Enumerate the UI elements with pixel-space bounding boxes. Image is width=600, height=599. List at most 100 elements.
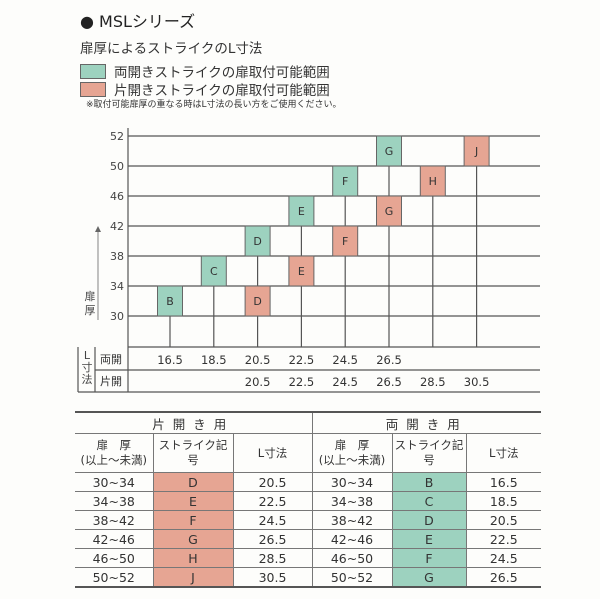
- l-value-double: 16.5: [157, 353, 183, 367]
- l-value-double: 22.5: [289, 353, 315, 367]
- l-value-single: 30.5: [464, 375, 490, 389]
- cell-l: 16.5: [465, 472, 541, 492]
- cell-range: 46~50: [311, 548, 393, 568]
- strike-box-double: [200, 255, 227, 287]
- l-value-double: 18.5: [201, 353, 227, 367]
- cell-l: 22.5: [465, 529, 541, 549]
- y-tick-label: 50: [110, 160, 124, 173]
- l-value-single: 22.5: [289, 375, 315, 389]
- l-value-single: 24.5: [332, 375, 358, 389]
- cell-range: 30~34: [75, 472, 154, 492]
- l-value-single: 28.5: [420, 375, 446, 389]
- cell-range: 34~38: [311, 491, 393, 511]
- legend-label-double: 両開きストライクの扉取付可能範囲: [114, 65, 330, 81]
- strike-box-double: [157, 285, 183, 317]
- cell-code: E: [152, 491, 234, 511]
- cell-l: 26.5: [232, 529, 313, 549]
- cell-l: 18.5: [465, 491, 541, 511]
- col-thickness: 扉 厚 (以上～未満): [75, 433, 154, 473]
- strike-code-label: J: [474, 145, 478, 158]
- cell-code: C: [391, 491, 467, 511]
- l-value-single: 20.5: [245, 375, 271, 389]
- cell-code: G: [152, 529, 234, 549]
- l-value-double: 24.5: [332, 353, 358, 367]
- cell-code: H: [152, 548, 234, 568]
- col-thickness: 扉 厚 (以上～未満): [311, 433, 393, 473]
- col-l: L寸法: [465, 433, 541, 473]
- cell-code: F: [391, 548, 467, 568]
- strike-box-double: [376, 135, 402, 167]
- col-code: ストライク記号: [152, 433, 234, 473]
- y-arrow-head-icon: [95, 226, 101, 232]
- legend-double: 両開きストライクの扉取付可能範囲: [80, 61, 330, 81]
- y-tick-label: 46: [110, 190, 124, 203]
- cell-range: 50~52: [311, 567, 393, 588]
- strike-code-label: H: [429, 175, 437, 188]
- strike-code-label: G: [385, 205, 394, 218]
- cell-code: E: [391, 529, 467, 549]
- series-title-text: MSLシリーズ: [99, 12, 196, 31]
- y-axis-label: 扉: [85, 290, 96, 303]
- table-row: 38~42 F 24.5 38~42 D 20.5: [75, 510, 541, 530]
- cell-l: 28.5: [232, 548, 313, 568]
- subtitle: 扉厚によるストライクのL寸法: [80, 41, 263, 57]
- strike-code-label: E: [298, 265, 305, 278]
- y-tick-label: 42: [110, 220, 124, 233]
- cell-l: 26.5: [465, 567, 541, 588]
- strike-box-single: [419, 165, 446, 197]
- cell-code: D: [152, 472, 234, 492]
- y-tick-label: 38: [110, 250, 124, 263]
- cell-range: 50~52: [75, 567, 154, 588]
- l-value-double: 20.5: [245, 353, 271, 367]
- strike-box-single: [332, 225, 359, 257]
- l-dimension-label: 寸: [82, 360, 93, 374]
- y-tick-label: 52: [110, 130, 124, 143]
- cell-range: 46~50: [75, 548, 154, 568]
- strike-code-label: G: [385, 145, 394, 158]
- table-row: 42~46 G 26.5 42~46 E 22.5: [75, 529, 541, 549]
- cell-code: B: [391, 472, 467, 492]
- col-l: L寸法: [232, 433, 313, 473]
- cell-l: 20.5: [465, 510, 541, 530]
- cell-l: 20.5: [232, 472, 313, 492]
- row-label-single: 片開: [100, 375, 122, 388]
- series-title: ● MSLシリーズ: [80, 12, 196, 31]
- strike-box-single: [244, 285, 271, 317]
- y-tick-label: 34: [110, 280, 124, 293]
- l-value-double: 26.5: [376, 353, 402, 367]
- y-axis-label: 厚: [85, 304, 96, 317]
- cell-code: G: [391, 567, 467, 588]
- strike-box-single: [376, 195, 402, 227]
- legend-swatch-single: [80, 81, 106, 97]
- l-dimension-label: L: [84, 349, 91, 362]
- usage-note: ※取付可能扉厚の重なる時はL寸法の長い方をご使用ください。: [86, 100, 342, 110]
- cell-range: 34~38: [75, 491, 154, 511]
- spec-table: 片開き用 両開き用 扉 厚 (以上～未満) ストライク記号 L寸法 扉 厚 (以上～…: [75, 411, 541, 588]
- legend-single: 片開きストライクの扉取付可能範囲: [80, 79, 330, 99]
- y-tick-label: 30: [110, 310, 124, 323]
- strike-code-label: B: [166, 295, 174, 308]
- cell-code: F: [152, 510, 234, 530]
- cell-code: J: [152, 567, 234, 588]
- row-label-double: 両開: [100, 353, 122, 366]
- strike-code-label: E: [298, 205, 305, 218]
- single-header: 片開き用: [75, 411, 313, 434]
- cell-l: 22.5: [232, 491, 313, 511]
- cell-l: 24.5: [465, 548, 541, 568]
- strike-code-label: D: [253, 295, 261, 308]
- legend-swatch-double: [80, 63, 106, 79]
- table-row: 46~50 H 28.5 46~50 F 24.5: [75, 548, 541, 568]
- strike-code-label: F: [342, 235, 348, 248]
- double-header: 両開き用: [311, 411, 541, 434]
- cell-range: 42~46: [75, 529, 154, 549]
- strike-code-label: C: [210, 265, 218, 278]
- strike-box-double: [332, 165, 359, 197]
- cell-code: D: [391, 510, 467, 530]
- l-dimension-label: 法: [82, 372, 93, 386]
- table-row: 34~38 E 22.5 34~38 C 18.5: [75, 491, 541, 511]
- col-code: ストライク記号: [391, 433, 467, 473]
- cell-range: 42~46: [311, 529, 393, 549]
- cell-l: 30.5: [232, 567, 313, 588]
